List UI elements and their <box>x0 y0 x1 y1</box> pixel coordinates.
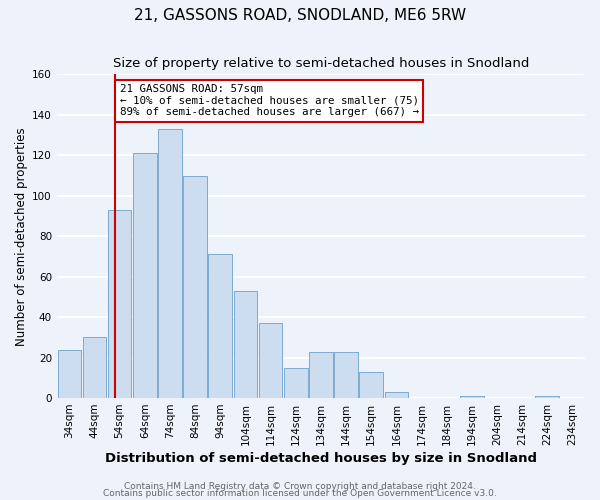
Bar <box>108 210 131 398</box>
Y-axis label: Number of semi-detached properties: Number of semi-detached properties <box>15 127 28 346</box>
Bar <box>133 154 157 398</box>
Bar <box>233 291 257 398</box>
Bar <box>385 392 408 398</box>
Text: Contains HM Land Registry data © Crown copyright and database right 2024.: Contains HM Land Registry data © Crown c… <box>124 482 476 491</box>
X-axis label: Distribution of semi-detached houses by size in Snodland: Distribution of semi-detached houses by … <box>105 452 537 465</box>
Bar <box>359 372 383 398</box>
Bar <box>158 129 182 398</box>
Bar <box>334 352 358 398</box>
Bar <box>535 396 559 398</box>
Text: Contains public sector information licensed under the Open Government Licence v3: Contains public sector information licen… <box>103 490 497 498</box>
Bar <box>259 323 283 398</box>
Bar <box>58 350 81 398</box>
Bar <box>208 254 232 398</box>
Text: 21, GASSONS ROAD, SNODLAND, ME6 5RW: 21, GASSONS ROAD, SNODLAND, ME6 5RW <box>134 8 466 22</box>
Bar <box>309 352 333 398</box>
Bar <box>83 338 106 398</box>
Text: 21 GASSONS ROAD: 57sqm
← 10% of semi-detached houses are smaller (75)
89% of sem: 21 GASSONS ROAD: 57sqm ← 10% of semi-det… <box>119 84 419 117</box>
Bar <box>183 176 207 398</box>
Bar <box>284 368 308 398</box>
Title: Size of property relative to semi-detached houses in Snodland: Size of property relative to semi-detach… <box>113 58 529 70</box>
Bar <box>460 396 484 398</box>
